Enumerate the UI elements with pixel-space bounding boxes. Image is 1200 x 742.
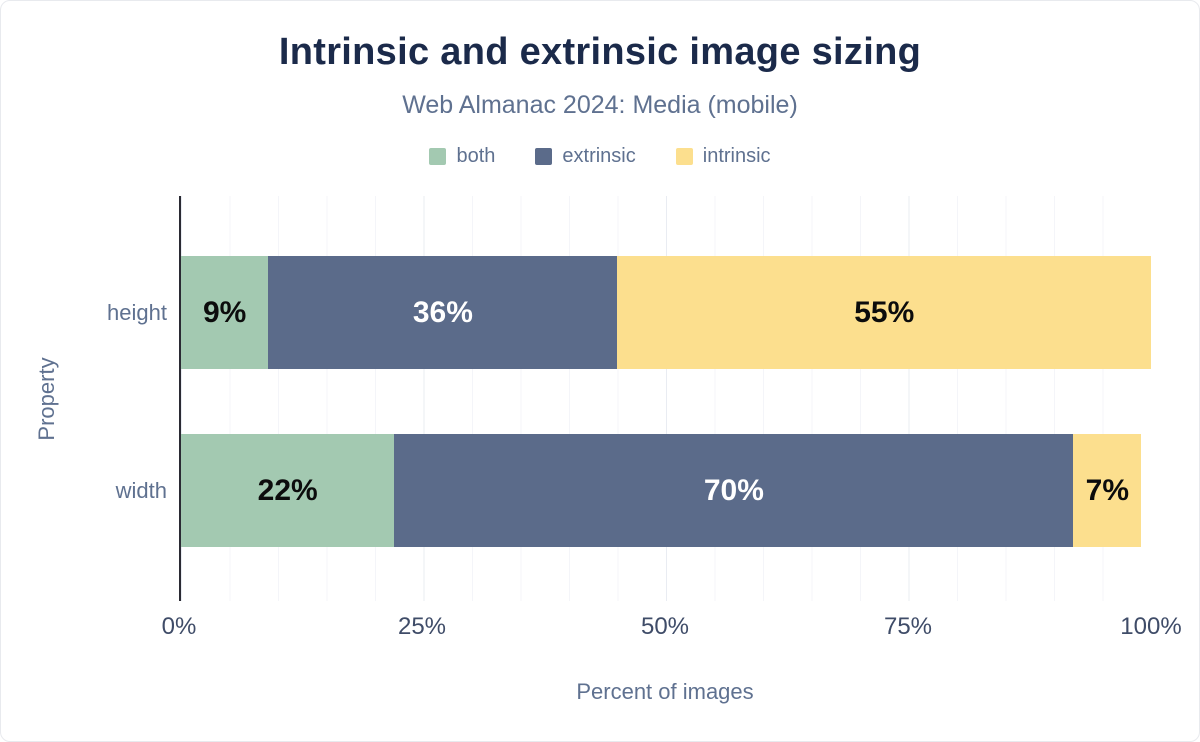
chart-subtitle: Web Almanac 2024: Media (mobile) bbox=[402, 91, 798, 119]
bar-row-height: 9% 36% 55% bbox=[181, 256, 1151, 369]
bar-segment-height-intrinsic: 55% bbox=[617, 256, 1151, 369]
bar-value-label: 22% bbox=[257, 473, 318, 507]
legend-swatch-extrinsic bbox=[535, 148, 553, 165]
legend-label: both bbox=[456, 145, 496, 167]
legend-item-both: both bbox=[429, 145, 495, 168]
legend-swatch-intrinsic bbox=[675, 148, 693, 165]
legend-item-extrinsic: extrinsic bbox=[535, 145, 636, 168]
bar-value-label: 55% bbox=[854, 295, 915, 329]
category-label-height: height bbox=[107, 299, 167, 325]
x-tick: 100% bbox=[1120, 613, 1182, 640]
x-tick: 50% bbox=[640, 613, 690, 640]
bar-segment-width-extrinsic: 70% bbox=[394, 434, 1074, 547]
bar-value-label: 70% bbox=[703, 473, 764, 507]
bar-value-label: 36% bbox=[412, 295, 473, 329]
bar-segment-width-both: 22% bbox=[181, 434, 395, 547]
legend-label: intrinsic bbox=[702, 145, 771, 167]
category-label-width: width bbox=[115, 477, 167, 503]
plot-area: 9% 36% 55% 22% 70% 7% bbox=[179, 196, 1151, 601]
bar-segment-height-both: 9% bbox=[181, 256, 269, 369]
bar-row-width: 22% 70% 7% bbox=[181, 434, 1151, 547]
bar-value-label: 9% bbox=[202, 295, 247, 329]
bar-segment-height-extrinsic: 36% bbox=[268, 256, 618, 369]
x-tick: 25% bbox=[397, 613, 447, 640]
legend: both extrinsic intrinsic bbox=[1, 145, 1199, 168]
legend-swatch-both bbox=[429, 148, 447, 165]
bar-value-label: 7% bbox=[1085, 473, 1130, 507]
bar-segment-width-intrinsic: 7% bbox=[1073, 434, 1142, 547]
legend-item-intrinsic: intrinsic bbox=[675, 145, 771, 168]
x-axis-title: Percent of images bbox=[576, 679, 754, 704]
legend-label: extrinsic bbox=[562, 145, 636, 167]
chart-title: Intrinsic and extrinsic image sizing bbox=[278, 31, 922, 73]
category-labels: height width bbox=[1, 196, 179, 601]
plot-rows: 9% 36% 55% 22% 70% 7% bbox=[181, 196, 1151, 547]
x-ticks: 0% 25% 50% 75% 100% bbox=[162, 613, 1182, 645]
x-tick: 0% bbox=[161, 613, 197, 640]
x-tick: 75% bbox=[883, 613, 933, 640]
